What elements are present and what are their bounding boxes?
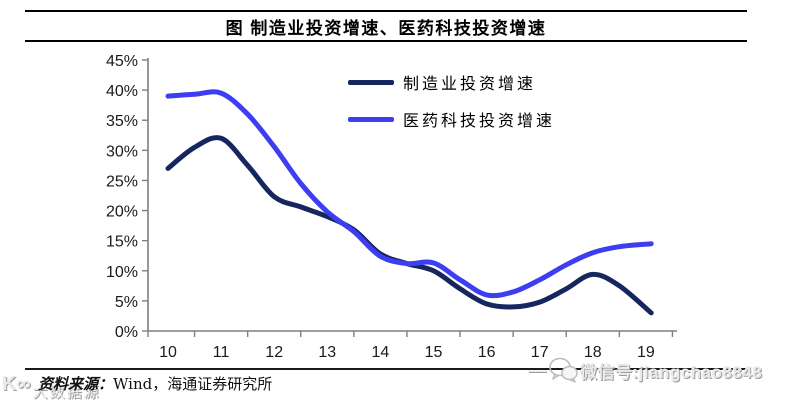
legend-line-swatch-manufacturing (348, 79, 394, 85)
wechat-icon (549, 357, 578, 383)
x-tick-label: 10 (159, 344, 177, 361)
y-tick-label: 5% (115, 294, 138, 311)
x-tick-label: 11 (213, 344, 230, 361)
x-tick-label: 19 (637, 344, 655, 361)
right-watermark-text: 微信号:jiangchao8848 (580, 362, 763, 382)
y-tick-label: 0% (115, 324, 138, 341)
x-tick-label: 18 (584, 344, 602, 361)
y-tick-label: 25% (106, 173, 138, 190)
series-line-manufacturing (165, 135, 654, 316)
watermark-logo-icon: K∞ (2, 373, 31, 395)
x-tick-label: 14 (372, 344, 390, 361)
y-tick-label: 45% (106, 53, 138, 70)
right-watermark: — 微信号:jiangchao8848 (528, 356, 762, 384)
legend-label-manufacturing: 制造业投资增速 (403, 76, 537, 93)
title-rule-bottom (25, 40, 747, 42)
y-tick-label: 40% (106, 83, 138, 100)
legend-item-pharma: 医药科技投资增速 (348, 107, 555, 131)
left-watermark: K∞ 大数据源 (2, 373, 101, 401)
left-watermark-text: 大数据源 (32, 384, 101, 401)
footer-rule (25, 368, 747, 370)
watermark-dash: — (528, 359, 546, 380)
legend-line-swatch-pharma (348, 116, 394, 122)
source-note: 资料来源：Wind，海通证券研究所 (38, 373, 272, 394)
y-tick-label: 20% (106, 204, 138, 221)
x-tick-label: 16 (478, 344, 496, 361)
x-tick-label: 15 (425, 344, 443, 361)
x-tick-label: 13 (318, 344, 336, 361)
series-line-pharma (165, 89, 654, 299)
x-tick-label: 17 (531, 344, 549, 361)
source-note-text: Wind，海通证券研究所 (113, 375, 273, 393)
y-tick-label: 10% (106, 264, 138, 281)
y-tick-label: 35% (106, 113, 138, 130)
y-tick-label: 30% (106, 143, 138, 160)
chart-title: 图 制造业投资增速、医药科技投资增速 (225, 19, 547, 38)
title-rule-top (25, 10, 747, 12)
legend-label-pharma: 医药科技投资增速 (403, 113, 556, 130)
source-note-prefix: 资料来源： (38, 375, 114, 393)
x-tick-label: 12 (265, 344, 283, 361)
legend-item-manufacturing: 制造业投资增速 (348, 70, 555, 94)
chart-legend: 制造业投资增速 医药科技投资增速 (348, 70, 555, 131)
y-tick-label: 15% (106, 234, 138, 251)
